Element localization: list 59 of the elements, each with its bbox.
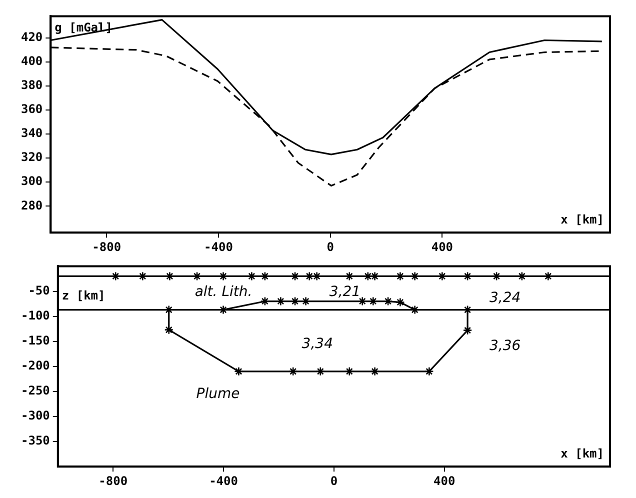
annotation: 3,21 bbox=[329, 284, 361, 300]
y-tick-label: 300 bbox=[20, 174, 43, 188]
point bbox=[492, 272, 502, 281]
y-tick-label: -250 bbox=[20, 384, 50, 398]
x-axis-title: x [km] bbox=[560, 212, 604, 227]
point bbox=[110, 272, 120, 281]
x-tick-label: -800 bbox=[92, 240, 122, 254]
annotation: Plume bbox=[196, 386, 240, 402]
y-tick-label: 380 bbox=[20, 78, 43, 92]
y-tick-label: -100 bbox=[20, 308, 50, 322]
point bbox=[462, 326, 472, 335]
y-tick-label: 420 bbox=[20, 30, 43, 44]
annotation: 3,36 bbox=[490, 338, 521, 354]
point bbox=[358, 296, 368, 306]
point bbox=[234, 366, 244, 376]
annotation: alt. Lith. bbox=[194, 284, 252, 300]
point bbox=[260, 272, 270, 281]
x-tick-label: -800 bbox=[98, 474, 128, 488]
y-tick-label: 280 bbox=[20, 198, 43, 212]
point bbox=[396, 298, 405, 307]
point bbox=[304, 272, 314, 281]
annotation: 3,34 bbox=[302, 336, 333, 352]
annotation: 3,24 bbox=[490, 290, 521, 306]
point bbox=[344, 272, 354, 281]
point bbox=[288, 366, 298, 376]
point bbox=[138, 272, 148, 281]
x-axis-title: x [km] bbox=[560, 446, 604, 461]
y-tick-label: 400 bbox=[20, 54, 43, 68]
point bbox=[316, 366, 326, 376]
point bbox=[192, 272, 202, 281]
y-tick-label: -300 bbox=[20, 408, 50, 423]
x-tick-label: 400 bbox=[431, 240, 454, 254]
y-tick-label: -350 bbox=[20, 434, 50, 448]
y-axis-title: g [mGal] bbox=[54, 20, 112, 34]
point bbox=[260, 296, 270, 306]
point bbox=[462, 305, 472, 314]
y-tick-label: 360 bbox=[20, 102, 43, 116]
point bbox=[370, 366, 380, 376]
point bbox=[383, 296, 393, 306]
point bbox=[517, 272, 527, 281]
point bbox=[164, 305, 174, 314]
x-tick-label: -400 bbox=[209, 474, 238, 488]
y-tick-label: 340 bbox=[20, 126, 43, 140]
x-tick-label: 400 bbox=[434, 474, 456, 488]
point bbox=[344, 366, 354, 376]
point bbox=[363, 272, 373, 281]
x-tick-label: 0 bbox=[330, 474, 338, 488]
y-tick-label: -150 bbox=[20, 333, 50, 348]
y-axis-title: z [km] bbox=[62, 288, 106, 302]
point bbox=[290, 296, 300, 306]
x-tick-label: -400 bbox=[204, 240, 233, 254]
y-tick-label: -50 bbox=[28, 283, 50, 298]
point bbox=[164, 325, 174, 334]
point bbox=[462, 272, 472, 281]
point bbox=[290, 272, 300, 281]
point bbox=[424, 366, 434, 376]
y-tick-label: 320 bbox=[20, 150, 43, 164]
x-tick-label: 0 bbox=[326, 240, 334, 254]
y-tick-label: -200 bbox=[20, 358, 50, 373]
